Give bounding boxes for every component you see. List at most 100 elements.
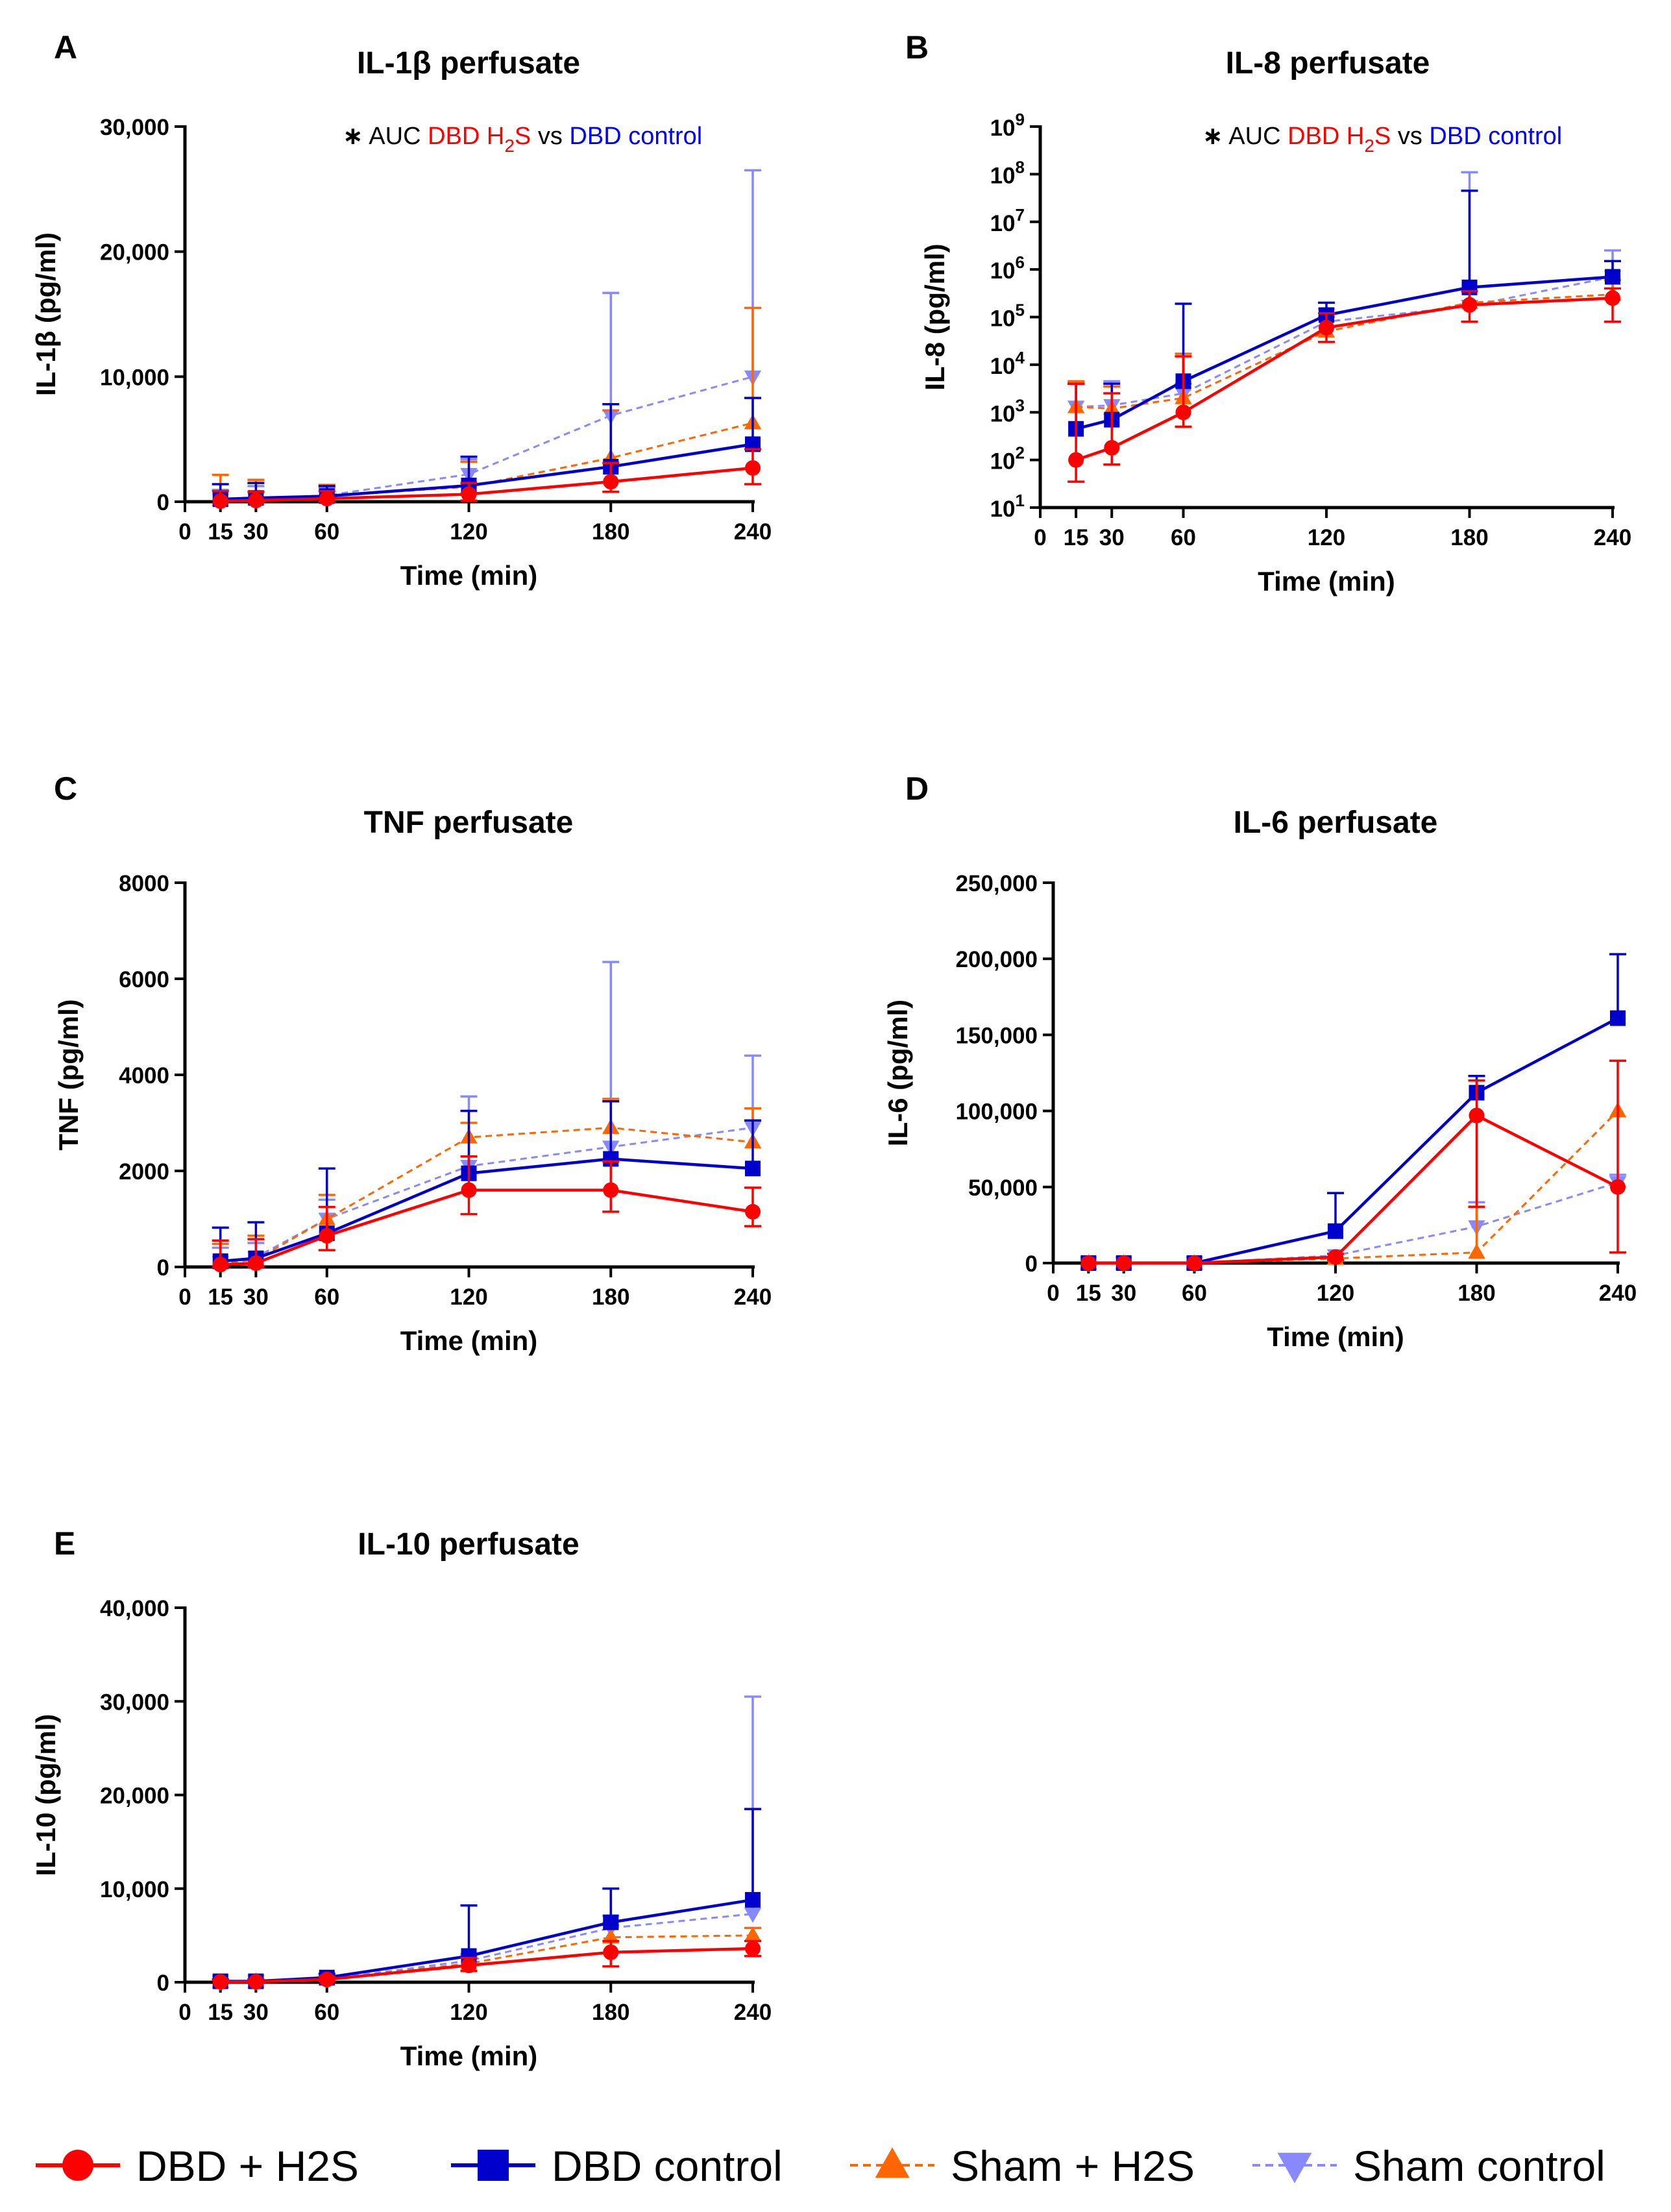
x-axis-label: Time (min) bbox=[1258, 566, 1395, 596]
data-point bbox=[319, 491, 335, 507]
x-tick-label: 180 bbox=[592, 519, 629, 545]
x-tick-label: 60 bbox=[314, 2000, 339, 2025]
panel-title: IL-10 perfusate bbox=[358, 1527, 579, 1562]
x-tick-label: 180 bbox=[1458, 1281, 1495, 1306]
x-tick-label: 240 bbox=[734, 519, 772, 545]
y-tick-base: 10 bbox=[990, 401, 1016, 426]
series-line bbox=[220, 1947, 753, 1984]
series-line bbox=[220, 375, 753, 501]
x-tick-label: 180 bbox=[1450, 525, 1488, 550]
data-point bbox=[461, 1182, 477, 1198]
x-tick-label: 120 bbox=[450, 1284, 487, 1310]
panel-title: IL-6 perfusate bbox=[1234, 805, 1438, 840]
x-tick-label: 240 bbox=[734, 1284, 772, 1310]
data-point bbox=[603, 1914, 619, 1930]
series-sham-control bbox=[1067, 171, 1622, 416]
x-tick-label: 240 bbox=[734, 2000, 772, 2025]
y-tick-label: 109 bbox=[990, 110, 1025, 141]
series-line bbox=[220, 1898, 753, 1983]
y-tick-base: 10 bbox=[990, 116, 1016, 141]
legend-item: Sham + H2S bbox=[850, 2142, 1195, 2190]
data-point bbox=[212, 1974, 228, 1990]
y-tick-label: 8000 bbox=[119, 871, 169, 896]
y-tick-label: 2000 bbox=[119, 1159, 169, 1185]
y-tick-label: 150,000 bbox=[955, 1023, 1038, 1048]
panel-letter: D bbox=[905, 770, 929, 807]
x-tick-label: 0 bbox=[178, 1284, 191, 1310]
x-tick-label: 60 bbox=[1171, 525, 1196, 550]
series-sham-control bbox=[212, 961, 762, 1272]
x-tick-label: 0 bbox=[1034, 525, 1046, 550]
x-axis-label: Time (min) bbox=[400, 1325, 538, 1356]
data-point bbox=[603, 474, 619, 490]
legend-label: DBD + H2S bbox=[136, 2142, 359, 2190]
series-dbd-h2s bbox=[1067, 287, 1621, 483]
series-sham-control bbox=[1080, 1174, 1627, 1272]
y-tick-label: 0 bbox=[1025, 1251, 1038, 1277]
series-line bbox=[220, 1188, 753, 1266]
legend-item: Sham control bbox=[1252, 2142, 1605, 2190]
data-point bbox=[1186, 1255, 1202, 1271]
data-point bbox=[1469, 1107, 1485, 1124]
x-tick-label: 15 bbox=[208, 2000, 233, 2025]
panel-letter: B bbox=[905, 29, 929, 66]
panel-letter: A bbox=[54, 29, 77, 66]
series-dbd-control bbox=[1067, 190, 1621, 437]
x-axis-label: Time (min) bbox=[400, 560, 538, 591]
panel-title: IL-1β perfusate bbox=[357, 46, 580, 80]
x-tick-label: 30 bbox=[243, 1284, 269, 1310]
series-dbd-h2s bbox=[212, 1155, 761, 1273]
legend-label: Sham + H2S bbox=[951, 2142, 1195, 2190]
data-point bbox=[745, 460, 761, 476]
data-point bbox=[603, 1944, 619, 1960]
auc-annotation: ∗ AUC DBD H2S vs DBD control bbox=[343, 123, 702, 156]
series-dbd-control bbox=[212, 1808, 761, 1989]
x-tick-label: 0 bbox=[178, 519, 191, 545]
data-point bbox=[1610, 1010, 1626, 1026]
auc-annotation: ∗ AUC DBD H2S vs DBD control bbox=[1202, 123, 1562, 156]
x-tick-label: 60 bbox=[314, 519, 339, 545]
series-line bbox=[220, 443, 753, 501]
y-tick-label: 107 bbox=[990, 205, 1025, 236]
y-tick-label: 0 bbox=[157, 490, 169, 515]
data-point bbox=[744, 1926, 762, 1942]
data-point bbox=[1068, 452, 1084, 468]
y-tick-base: 10 bbox=[990, 163, 1016, 188]
data-point bbox=[1605, 290, 1620, 306]
x-tick-label: 30 bbox=[1111, 1281, 1136, 1306]
data-point bbox=[248, 493, 264, 509]
x-tick-label: 120 bbox=[450, 519, 487, 545]
x-tick-label: 60 bbox=[314, 1284, 339, 1310]
y-tick-label: 106 bbox=[990, 252, 1025, 284]
annotation-star: ∗ bbox=[343, 123, 363, 150]
y-tick-label: 20,000 bbox=[100, 240, 169, 265]
y-tick-label: 6000 bbox=[119, 967, 169, 992]
annotation-mid: vs bbox=[1391, 123, 1422, 150]
y-tick-label: 30,000 bbox=[100, 1690, 169, 1715]
legend-label: Sham control bbox=[1353, 2142, 1605, 2190]
data-point bbox=[745, 1161, 761, 1177]
legend-item: DBD control bbox=[451, 2142, 783, 2190]
y-tick-exponent: 4 bbox=[1016, 348, 1025, 367]
y-tick-label: 20,000 bbox=[100, 1784, 169, 1809]
legend-label: DBD control bbox=[552, 2142, 783, 2190]
y-tick-exponent: 6 bbox=[1016, 252, 1025, 272]
x-tick-label: 15 bbox=[208, 519, 233, 545]
x-tick-label: 15 bbox=[1064, 525, 1089, 550]
series-line bbox=[220, 1126, 753, 1264]
series-line bbox=[1088, 1110, 1619, 1264]
y-tick-label: 105 bbox=[990, 301, 1025, 332]
series-dbd-h2s bbox=[212, 448, 761, 510]
y-tick-exponent: 1 bbox=[1016, 491, 1025, 510]
y-tick-exponent: 2 bbox=[1016, 443, 1025, 463]
y-tick-label: 0 bbox=[157, 1255, 169, 1281]
x-tick-label: 60 bbox=[1182, 1281, 1207, 1306]
data-point bbox=[1328, 1223, 1343, 1239]
data-point bbox=[212, 1257, 228, 1273]
series-line bbox=[1088, 1016, 1619, 1265]
data-point bbox=[319, 1227, 335, 1244]
y-tick-base: 10 bbox=[990, 497, 1016, 522]
y-tick-label: 250,000 bbox=[955, 871, 1038, 896]
y-tick-base: 10 bbox=[990, 449, 1016, 474]
